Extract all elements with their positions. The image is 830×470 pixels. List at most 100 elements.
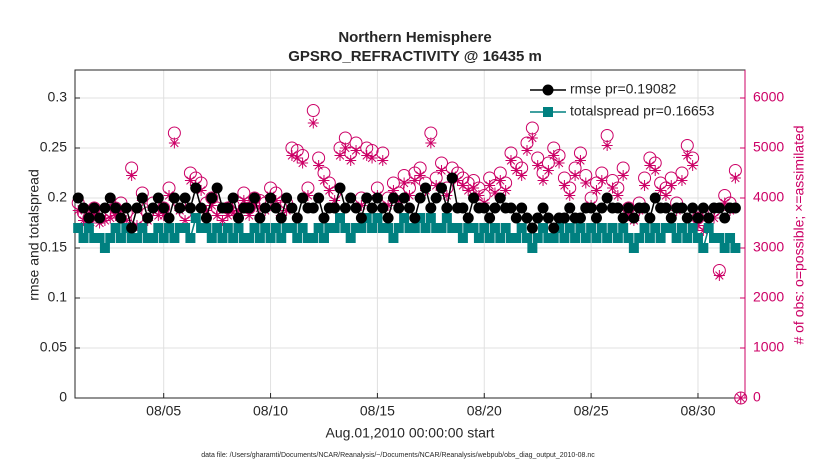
point [297,157,309,169]
point [494,192,506,204]
point [163,212,175,224]
y2-tick-label: 5000 [753,139,784,155]
point [281,192,293,204]
chart-subtitle: GPSRO_REFRACTIVITY @ 16435 m [288,48,542,65]
point [590,212,602,224]
point [259,202,271,214]
point [590,185,602,196]
chart-title: Northern Hemisphere [338,29,491,46]
point [495,233,506,243]
point [302,190,314,201]
point [564,202,576,214]
point [388,233,399,243]
point [99,243,110,253]
series-line [77,177,736,231]
point [559,233,570,243]
point [548,150,560,161]
x-tick-label: 08/20 [467,403,502,419]
point [542,165,554,176]
point [115,205,127,216]
point [345,233,356,243]
point [687,223,698,233]
point [660,190,672,201]
point [574,155,586,166]
point [179,215,191,226]
point [115,233,126,243]
point [569,170,581,181]
point [152,192,164,204]
point [169,233,180,243]
point [286,202,298,214]
point [473,233,484,243]
point [398,192,410,204]
point [323,185,335,196]
point [88,210,100,221]
y-axis-label: rmse and totalspread [26,169,42,301]
point [580,177,592,189]
point [195,185,207,196]
point [596,175,608,186]
point [692,233,703,243]
point [575,223,586,233]
point [329,223,340,233]
point [206,200,218,211]
point [120,215,132,226]
point [356,223,367,233]
point [142,212,154,224]
y-tick-label: 0.2 [48,189,68,205]
point [313,160,325,171]
point [313,223,324,233]
point [104,212,116,224]
point [548,233,559,243]
point [676,223,687,233]
y-tick-label: 0 [59,389,67,405]
point [404,223,415,233]
point [537,175,549,186]
point [227,207,239,219]
point [639,180,651,191]
point [281,205,293,216]
point [339,202,351,214]
y2-tick-label: 0 [753,389,761,405]
point [409,175,421,186]
point [628,243,639,253]
point [110,223,121,233]
point [275,212,287,224]
point [184,202,196,214]
point [617,170,629,181]
point [190,213,201,223]
point [692,220,704,231]
point [163,190,175,201]
point [179,192,191,204]
point [377,202,389,214]
point [473,190,485,201]
point [553,157,565,169]
point [725,233,736,243]
point [463,223,474,233]
point [527,243,538,253]
point [131,202,143,214]
point [297,223,308,233]
point [430,192,442,204]
point [692,212,704,224]
point [115,212,127,224]
point [510,165,522,176]
point [393,202,405,214]
point [350,202,362,214]
point [644,212,656,224]
point [602,233,613,243]
point [131,220,143,231]
point [232,212,244,224]
point [570,233,581,243]
point [713,202,725,214]
point [505,155,517,166]
point [334,150,346,161]
point [206,192,218,204]
point [270,202,282,214]
point [329,195,341,206]
point [216,215,228,226]
point [596,202,608,214]
point [350,145,362,156]
y2-tick-label: 3000 [753,239,784,255]
point [355,200,367,211]
